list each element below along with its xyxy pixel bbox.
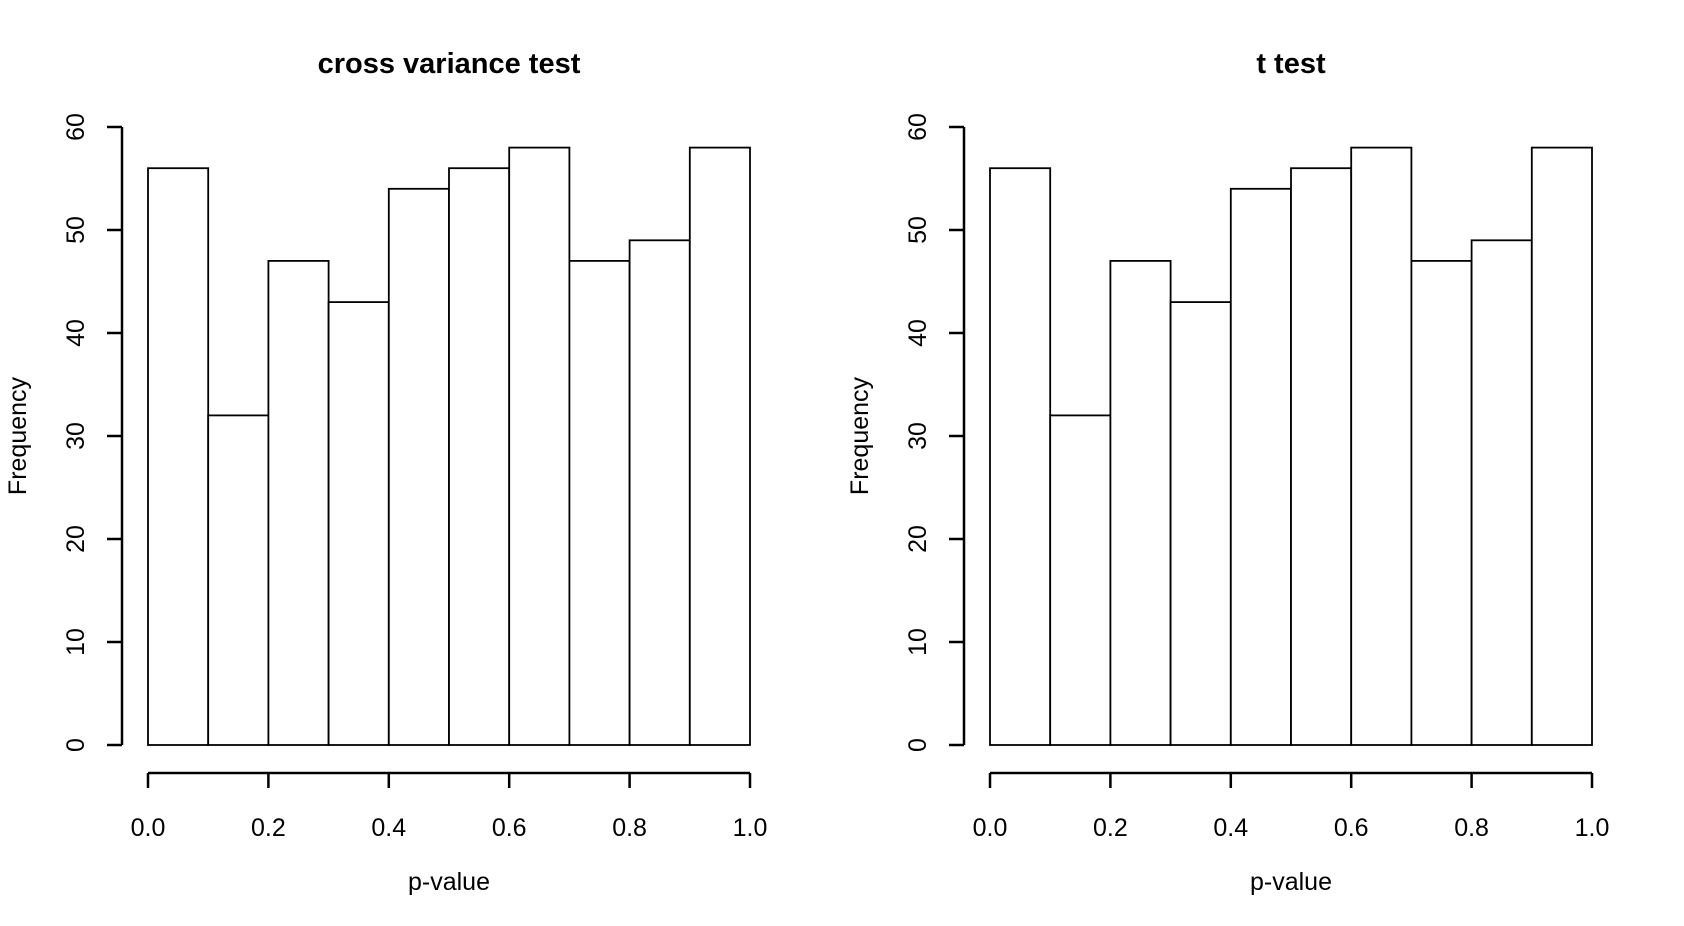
histogram-bar [1290, 167, 1353, 746]
histogram-bar [207, 414, 270, 746]
y-tick-label: 50 [62, 216, 90, 244]
y-tick-label: 50 [904, 216, 932, 244]
x-tick-label: 0.0 [973, 814, 1008, 842]
x-tick-label: 0.8 [612, 814, 647, 842]
y-tick-label: 0 [62, 738, 90, 752]
x-tick-label: 0.0 [131, 814, 166, 842]
x-tick-label: 1.0 [733, 814, 768, 842]
histogram-bar [1229, 187, 1292, 746]
y-tick-label: 20 [904, 525, 932, 553]
histogram-bar [1410, 259, 1473, 746]
y-tick-label: 30 [62, 422, 90, 450]
histogram-bar [448, 167, 511, 746]
x-tick-label: 0.4 [371, 814, 406, 842]
histogram-bar [387, 187, 450, 746]
histogram-bar [147, 167, 210, 746]
histogram-bar [1350, 146, 1413, 746]
x-axis-label: p-value [1250, 868, 1332, 896]
histogram-bar [989, 167, 1052, 746]
x-tick-label: 0.6 [492, 814, 527, 842]
histogram-bar [508, 146, 571, 746]
chart-title: cross variance test [318, 48, 581, 80]
y-tick-label: 60 [904, 113, 932, 141]
chart-title: t test [1256, 48, 1326, 80]
histogram-bar [1470, 239, 1533, 746]
histogram-bar [628, 239, 691, 746]
histogram-bar [688, 146, 751, 746]
x-tick-label: 0.8 [1454, 814, 1489, 842]
y-axis-label: Frequency [4, 376, 32, 495]
y-tick-label: 10 [62, 628, 90, 656]
histogram-bar [568, 259, 631, 746]
x-tick-label: 0.2 [251, 814, 286, 842]
y-tick-label: 40 [62, 319, 90, 347]
x-tick-label: 0.2 [1093, 814, 1128, 842]
y-tick-label: 10 [904, 628, 932, 656]
y-tick-label: 40 [904, 319, 932, 347]
y-tick-label: 30 [904, 422, 932, 450]
y-tick-label: 0 [904, 738, 932, 752]
y-axis-label: Frequency [846, 376, 874, 495]
histogram-bar [327, 301, 390, 746]
histogram-bar [1530, 146, 1593, 746]
histogram-bar [1169, 301, 1232, 746]
x-axis-label: p-value [408, 868, 490, 896]
y-tick-label: 20 [62, 525, 90, 553]
histogram-bar [267, 259, 330, 746]
panel-cross-variance-test: 0 10 20 30 40 50 60 0.0 0.2 0.4 0.6 0.8 1.0 cross var… [4, 48, 768, 896]
histogram-bar [1049, 414, 1112, 746]
x-tick-label: 1.0 [1575, 814, 1610, 842]
x-tick-label: 0.4 [1213, 814, 1248, 842]
y-tick-label: 60 [62, 113, 90, 141]
panel-t-test: 0 10 20 30 40 50 60 0.0 0.2 0.4 0.6 0.8 1.0 t test p-v… [846, 48, 1610, 896]
x-tick-label: 0.6 [1334, 814, 1369, 842]
histogram-bar [1109, 259, 1172, 746]
